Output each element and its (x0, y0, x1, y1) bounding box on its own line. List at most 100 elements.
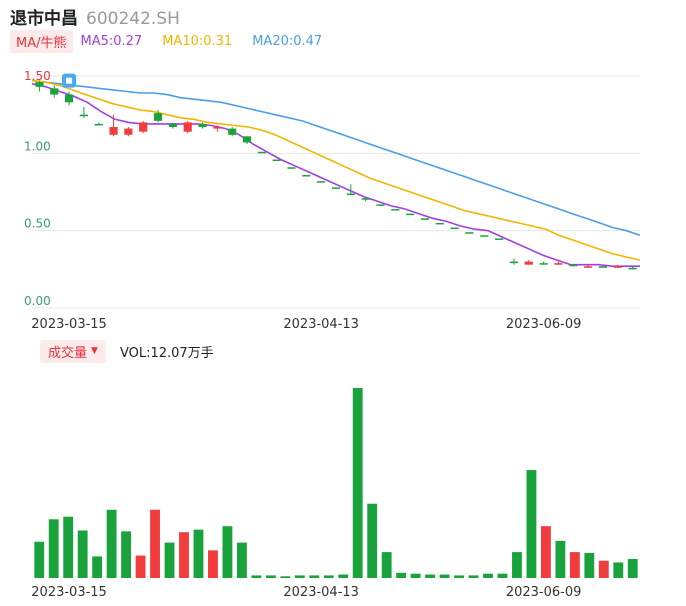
candle (435, 222, 444, 225)
volume-bar (265, 575, 276, 578)
candle (450, 227, 459, 230)
y-tick-label: 1.50 (24, 69, 51, 83)
volume-bar (135, 555, 146, 578)
candle (554, 261, 563, 265)
candle (228, 127, 237, 137)
volume-bar (540, 526, 551, 578)
volume-bar (106, 509, 117, 578)
buy-marker-icon[interactable] (62, 73, 77, 88)
volume-bar (280, 576, 291, 578)
candle (272, 159, 281, 162)
candle (287, 167, 296, 169)
candle (50, 85, 59, 98)
volume-bar (63, 516, 74, 578)
candle (213, 125, 222, 132)
candle (524, 260, 533, 265)
ma20-legend: MA20:0.47 (252, 33, 323, 49)
volume-bar (396, 572, 407, 578)
volume-bars (34, 388, 638, 578)
volume-bar (323, 575, 334, 578)
candle (242, 136, 252, 145)
volume-bar (222, 526, 233, 578)
candle (406, 213, 415, 216)
x-tick-label: 2023-06-09 (506, 585, 582, 600)
volume-bar (526, 470, 537, 578)
price-grid (32, 75, 640, 309)
volume-bar (294, 575, 305, 578)
ma-legend: MA/牛熊 MA5:0.27 MA10:0.31 MA20:0.47 (10, 29, 342, 53)
ma10-legend: MA10:0.31 (162, 33, 233, 49)
volume-bar (352, 388, 363, 578)
candles (35, 80, 637, 270)
candle (598, 266, 608, 268)
stock-code: 600242.SH (86, 9, 180, 29)
volume-bar (236, 542, 247, 578)
volume-bar (410, 573, 421, 578)
candle (480, 235, 489, 237)
candle (35, 80, 44, 92)
candle (94, 122, 103, 126)
candle (198, 122, 207, 129)
candle (153, 110, 163, 123)
candle (124, 127, 133, 137)
volume-bar (309, 575, 320, 578)
y-tick-label: 0.00 (24, 294, 51, 308)
volume-bar (555, 540, 566, 578)
candle (628, 266, 637, 270)
volume-legend: 成交量 ▼ VOL:12.07万手 (40, 339, 214, 363)
volume-bar (179, 532, 189, 578)
stock-name: 退市中昌 (10, 9, 78, 29)
y-tick-label: 0.50 (24, 217, 51, 231)
volume-bar (584, 552, 595, 578)
volume-bar (150, 509, 160, 578)
x-tick-label: 2023-04-13 (283, 585, 359, 600)
volume-bar (164, 542, 175, 578)
candle (465, 232, 474, 234)
candle (569, 264, 578, 267)
volume-bar (338, 574, 349, 578)
ma20-line (31, 79, 641, 237)
candle (139, 120, 148, 134)
stock-header: 退市中昌 600242.SH (10, 4, 180, 29)
volume-value: VOL:12.07万手 (119, 345, 214, 361)
volume-bar (454, 575, 464, 578)
volume-bar (627, 559, 638, 578)
candle (79, 106, 88, 118)
ma5-legend: MA5:0.27 (80, 33, 143, 49)
candle (361, 198, 370, 202)
volume-bar (439, 574, 450, 578)
ma-indicator-selector[interactable]: MA/牛熊 (10, 29, 73, 53)
volume-bar (34, 541, 45, 578)
candle (331, 187, 341, 189)
caret-down-icon: ▼ (91, 346, 98, 356)
ma5-line (31, 82, 640, 268)
x-tick-label: 2023-03-15 (31, 317, 107, 332)
ma-lines (31, 79, 641, 268)
ma10-line (31, 79, 641, 261)
volume-tag-label: 成交量 (48, 345, 88, 361)
candle (168, 122, 177, 129)
volume-bar (497, 573, 508, 578)
candle (376, 204, 385, 206)
candle (584, 264, 593, 268)
candle (302, 174, 311, 177)
candle (64, 91, 74, 106)
candle (391, 209, 400, 211)
volume-bar (512, 552, 522, 578)
volume-indicator-selector[interactable]: 成交量 ▼ (40, 339, 106, 363)
candle (613, 264, 622, 268)
y-tick-label: 1.00 (24, 139, 51, 153)
candle (317, 181, 326, 183)
volume-bar (77, 530, 88, 578)
candle (109, 114, 118, 137)
candle (183, 120, 192, 134)
volume-bar (92, 556, 103, 578)
volume-bar (367, 503, 378, 578)
volume-bar (569, 552, 580, 578)
volume-bar (468, 575, 479, 578)
volume-bar (193, 529, 204, 578)
volume-bar (598, 560, 609, 578)
volume-bar (208, 550, 218, 578)
candle (539, 261, 548, 265)
